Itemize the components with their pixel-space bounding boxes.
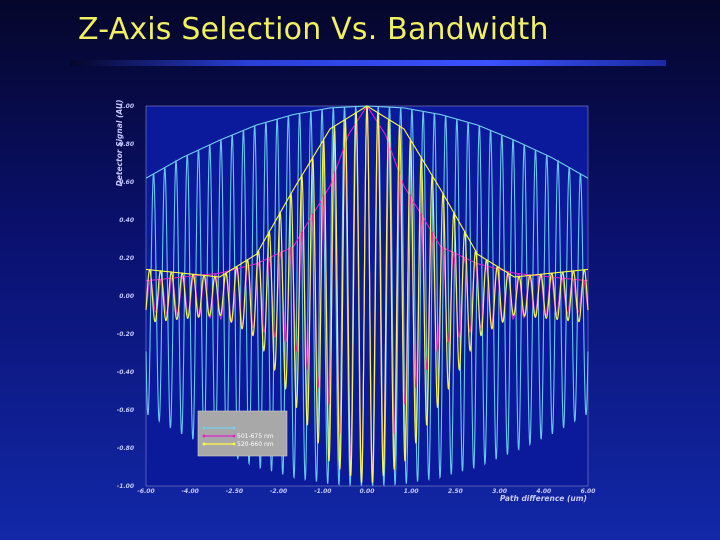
legend-marker [202, 426, 206, 430]
y-tick-label: -1.00 [117, 483, 134, 490]
x-axis-label: Path difference (um) [500, 494, 587, 503]
x-tick-label: -2.00 [270, 488, 287, 495]
x-tick-label: 3.00 [492, 488, 507, 495]
legend-item-3: 520-660 nm [202, 441, 274, 448]
series-3 [145, 105, 589, 483]
y-tick-label: 0.20 [119, 255, 134, 262]
y-tick-label: 0.80 [119, 141, 134, 148]
x-tick-label: -6.00 [137, 488, 154, 495]
y-tick-label: -0.80 [117, 445, 134, 452]
x-tick-label: -1.00 [314, 488, 331, 495]
y-axis-label: Detector Signal (AU) [115, 100, 124, 187]
x-tick-label: 2.50 [448, 488, 463, 495]
chart: 1.00 0.80 0.60 0.40 0.20 0.00 -0.20 -0.40 -0.60 -… [115, 100, 596, 503]
y-tick-label: 0.60 [119, 179, 134, 186]
legend-label: 520-660 nm [237, 441, 274, 448]
x-tick-label: 0.00 [360, 488, 375, 495]
x-tick-label: -4.00 [182, 488, 199, 495]
legend-label: 501-675 nm [237, 433, 274, 440]
legend-marker [202, 434, 206, 438]
x-tick-label: 1.00 [404, 488, 419, 495]
y-tick-label: -0.40 [117, 369, 134, 376]
legend-marker [232, 442, 236, 446]
x-tick-label: 4.00 [536, 488, 551, 495]
slide-title: Z-Axis Selection Vs. Bandwidth [78, 12, 549, 47]
series-3-envelope [145, 105, 589, 278]
legend-marker [202, 442, 206, 446]
x-tick-label: -2.50 [226, 488, 243, 495]
y-tick-label: 0.40 [119, 217, 134, 224]
y-tick-label: 0.00 [119, 293, 134, 300]
x-tick-label: 6.00 [581, 488, 596, 495]
y-tick-label: -0.60 [117, 407, 134, 414]
y-tick-label: -0.20 [117, 331, 134, 338]
legend-marker [232, 426, 236, 430]
legend-box [197, 410, 288, 457]
legend-marker [232, 434, 236, 438]
legend-item-1 [202, 426, 236, 430]
title-divider [70, 60, 666, 66]
y-tick-label: 1.00 [119, 103, 134, 110]
legend-item-2: 501-675 nm [202, 433, 274, 440]
